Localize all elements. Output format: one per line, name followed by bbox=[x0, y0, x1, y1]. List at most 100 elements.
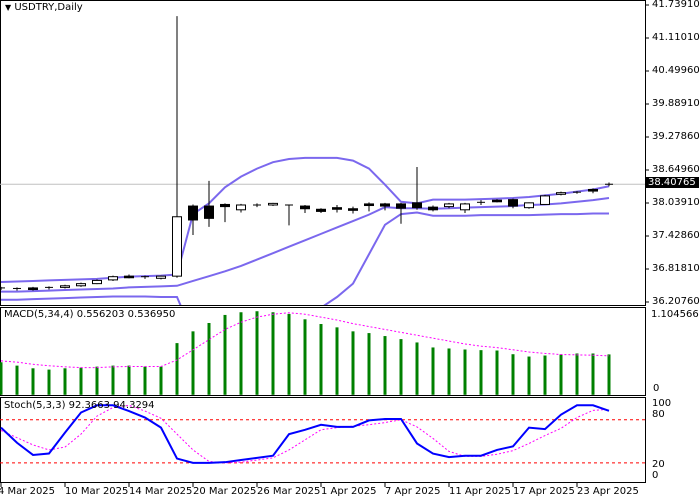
macd-bar bbox=[575, 353, 579, 395]
candle-body bbox=[460, 203, 470, 211]
price-tick: 37.42860 bbox=[652, 230, 700, 241]
candle-body bbox=[172, 216, 182, 277]
candle-body bbox=[380, 203, 390, 207]
candle-body bbox=[364, 203, 374, 207]
macd-bar bbox=[271, 312, 275, 395]
candle-body bbox=[236, 204, 246, 211]
bollinger-middle-line bbox=[1, 197, 610, 293]
stoch-plot bbox=[0, 404, 645, 464]
stoch-level-0: 0 bbox=[652, 470, 659, 481]
candle-body bbox=[428, 206, 438, 211]
macd-bar bbox=[591, 353, 595, 395]
macd-bar bbox=[463, 349, 467, 395]
macd-bar bbox=[239, 312, 243, 395]
stoch-level-80: 80 bbox=[652, 409, 665, 420]
candle-body bbox=[28, 287, 38, 291]
macd-bar bbox=[495, 350, 499, 395]
symbol-label: USDTRY,Daily bbox=[14, 2, 83, 13]
macd-bar bbox=[223, 314, 227, 395]
triangle-down-icon[interactable]: ▼ bbox=[5, 3, 12, 12]
macd-bar bbox=[335, 327, 339, 395]
candle-body bbox=[188, 205, 198, 221]
symbol-header[interactable]: ▼ USDTRY,Daily bbox=[5, 2, 83, 13]
macd-bar bbox=[479, 350, 483, 395]
macd-bar bbox=[383, 336, 387, 395]
stoch-main-line bbox=[0, 404, 610, 464]
candle-body bbox=[268, 202, 278, 206]
macd-bar bbox=[127, 365, 131, 395]
macd-bar bbox=[111, 365, 115, 395]
price-tick: 41.11010 bbox=[652, 32, 700, 43]
macd-bar bbox=[287, 313, 291, 395]
macd-bar bbox=[431, 347, 435, 395]
price-tick: 38.64960 bbox=[652, 164, 700, 175]
main-panel-frame bbox=[0, 0, 646, 306]
macd-bar bbox=[95, 366, 99, 395]
date-tick: 26 Mar 2025 bbox=[257, 486, 321, 497]
macd-bar bbox=[607, 354, 611, 395]
candle-body bbox=[108, 276, 118, 281]
date-tick: 7 Apr 2025 bbox=[385, 486, 441, 497]
date-tick: 20 Mar 2025 bbox=[193, 486, 257, 497]
date-tick: 14 Mar 2025 bbox=[129, 486, 193, 497]
candle-body bbox=[396, 203, 406, 209]
stoch-panel-frame bbox=[0, 397, 646, 483]
current-price-label: 38.40765 bbox=[645, 177, 699, 188]
price-plot bbox=[0, 16, 645, 305]
date-tick: 23 Apr 2025 bbox=[577, 486, 639, 497]
candle-body bbox=[332, 207, 342, 210]
macd-signal-line bbox=[0, 312, 610, 369]
macd-bar bbox=[63, 368, 67, 395]
macd-bar bbox=[367, 333, 371, 395]
macd-bar bbox=[303, 319, 307, 395]
macd-bar bbox=[399, 339, 403, 395]
candle-body bbox=[540, 195, 550, 205]
macd-bar bbox=[511, 354, 515, 395]
candle-body bbox=[316, 208, 326, 212]
candle-body bbox=[300, 205, 310, 210]
stoch-signal-line bbox=[0, 404, 610, 464]
bollinger-upper-line bbox=[0, 156, 610, 284]
macd-bar bbox=[415, 342, 419, 395]
date-tick: 10 Mar 2025 bbox=[65, 486, 129, 497]
stoch-label: Stoch(5,3,3) 92.3663 94.3294 bbox=[4, 400, 155, 411]
price-tick: 36.20760 bbox=[652, 296, 700, 307]
candle-body bbox=[588, 188, 598, 192]
macd-label: MACD(5,34,4) 0.556203 0.536950 bbox=[4, 309, 176, 320]
stoch-level-100: 100 bbox=[652, 398, 672, 409]
price-tick: 40.49960 bbox=[652, 65, 700, 76]
candle-body bbox=[444, 203, 454, 208]
date-tick: 17 Apr 2025 bbox=[513, 486, 575, 497]
candle-body bbox=[524, 202, 534, 209]
macd-bar bbox=[559, 354, 563, 395]
macd-bar bbox=[15, 365, 19, 395]
macd-bar bbox=[543, 355, 547, 395]
candle-body bbox=[156, 275, 166, 279]
price-tick: 39.27860 bbox=[652, 131, 700, 142]
macd-bar bbox=[79, 367, 83, 395]
date-tick: 4 Mar 2025 bbox=[0, 486, 56, 497]
macd-bar bbox=[255, 311, 259, 395]
macd-bar bbox=[191, 331, 195, 395]
bollinger-lower-line bbox=[1, 211, 609, 305]
candle-body bbox=[204, 205, 214, 219]
candle-body bbox=[220, 203, 230, 208]
date-tick: 1 Apr 2025 bbox=[321, 486, 377, 497]
candle-body bbox=[508, 199, 518, 207]
candle-body bbox=[92, 279, 102, 285]
macd-bar bbox=[47, 369, 51, 395]
price-tick: 36.81810 bbox=[652, 263, 700, 274]
candle-body bbox=[492, 199, 502, 203]
candle-body bbox=[412, 202, 422, 209]
macd-bar bbox=[319, 324, 323, 395]
macd-zero-label: 0 bbox=[653, 383, 660, 394]
macd-bar bbox=[351, 331, 355, 395]
candle-body bbox=[76, 283, 86, 287]
price-tick: 39.88910 bbox=[652, 98, 700, 109]
price-tick: 38.03910 bbox=[652, 197, 700, 208]
macd-bar bbox=[31, 368, 35, 395]
candle-body bbox=[556, 192, 566, 195]
macd-panel-frame bbox=[0, 307, 646, 396]
